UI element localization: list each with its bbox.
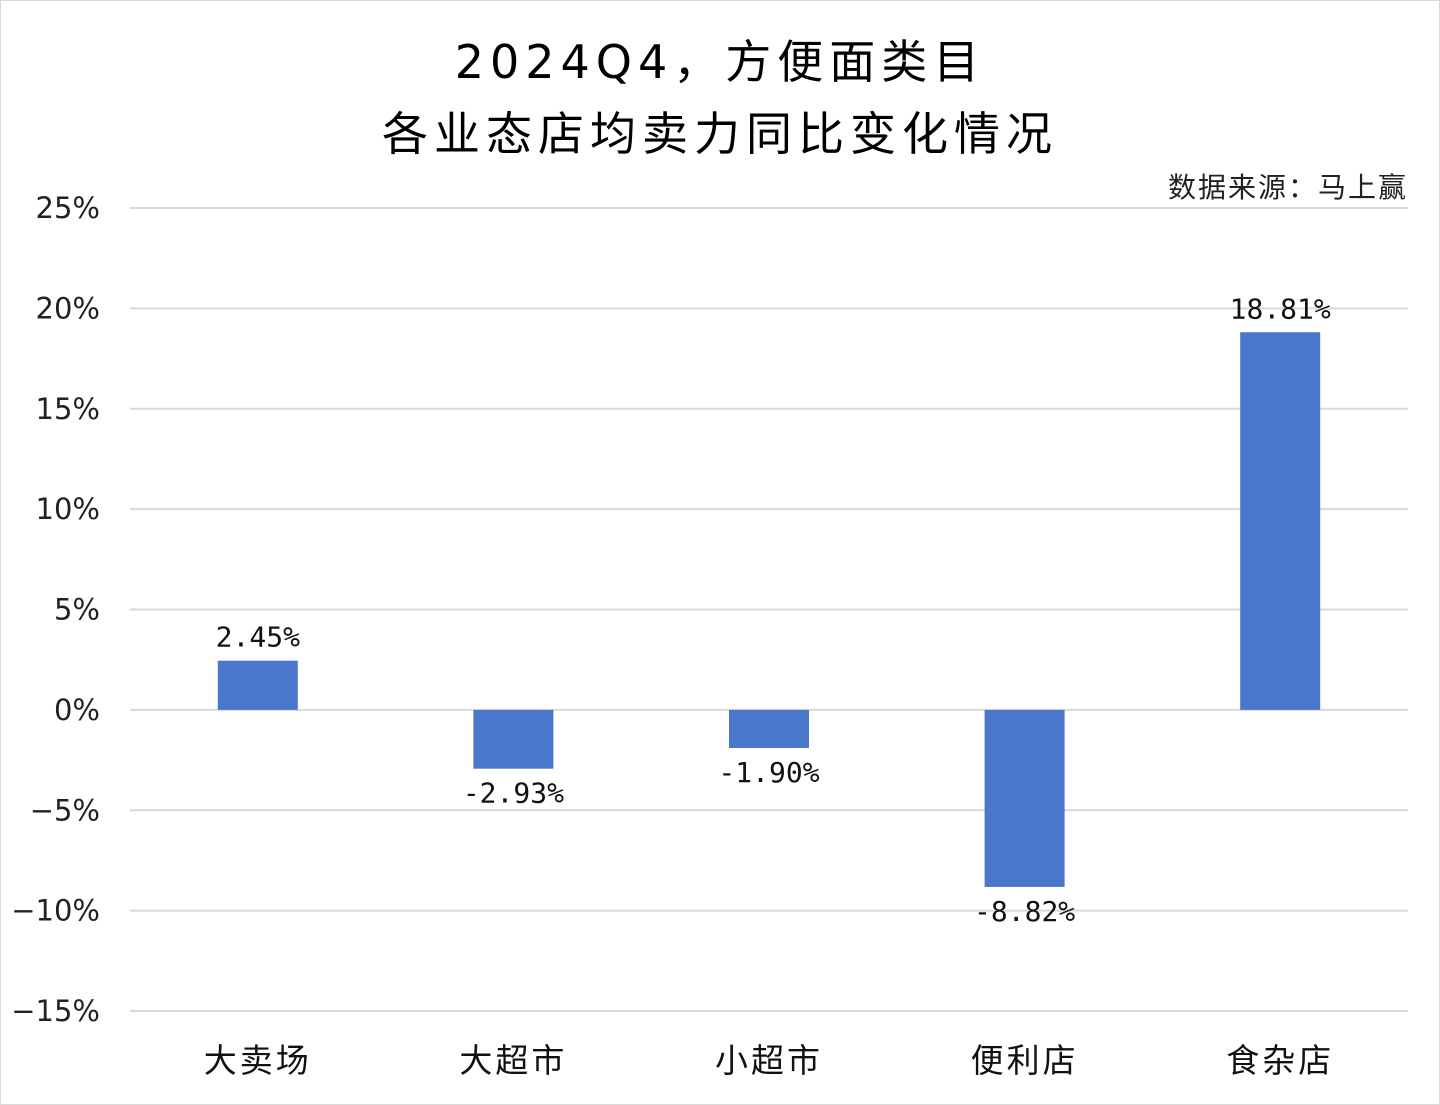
y-tick-label: 15% [36,392,100,426]
category-label: 食杂店 [1226,1041,1334,1080]
chart-title-line-1: 2024Q4，方便面类目 [454,35,986,89]
data-label: -8.82% [974,895,1075,928]
y-tick-label: 10% [36,492,100,526]
y-tick-label: 20% [36,291,100,325]
data-label: -1.90% [718,756,819,789]
y-tick-label: 25% [36,191,100,225]
category-label: 便利店 [971,1041,1079,1080]
bars [217,332,1321,887]
bar [217,660,298,710]
data-label: -2.93% [463,777,564,810]
y-tick-label: 5% [54,593,100,627]
gridlines [130,207,1408,1012]
source-note: 数据来源：马上赢 [1167,171,1408,204]
y-tick-label: −15% [11,994,100,1028]
y-tick-label: −5% [30,793,100,827]
data-labels: 2.45% -2.93% -1.90% -8.82% 18.81% [216,292,1331,928]
bar [984,709,1065,887]
category-label: 大超市 [459,1041,567,1080]
data-label: 2.45% [216,621,300,654]
bar [729,709,809,749]
category-label: 大卖场 [204,1041,312,1080]
chart-title-line-2: 各业态店均卖力同比变化情况 [382,107,1058,161]
category-label: 小超市 [715,1041,823,1080]
y-tick-label: −10% [11,894,100,928]
y-axis-tick-labels: 25% 20% 15% 10% 5% 0% −5% −10% −15% [11,191,100,1028]
y-tick-label: 0% [54,693,100,727]
bar [473,709,554,769]
data-label: 18.81% [1230,292,1331,325]
bar [1240,332,1321,710]
x-axis-category-labels: 大卖场 大超市 小超市 便利店 食杂店 [204,1041,1334,1080]
